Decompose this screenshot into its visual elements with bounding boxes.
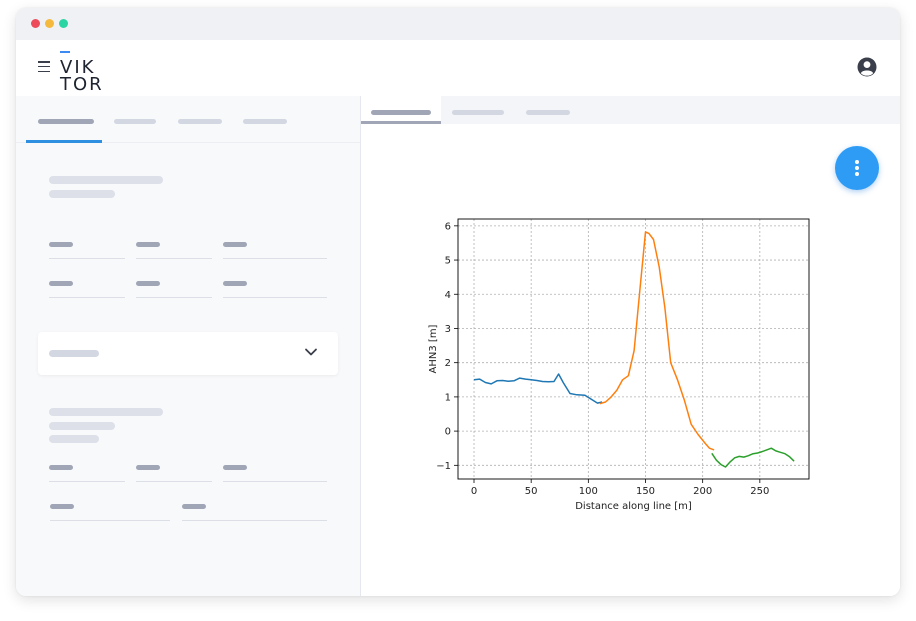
field-label-placeholder [223, 281, 247, 286]
collapsible-section[interactable] [38, 332, 338, 375]
tab-3-placeholder[interactable] [178, 119, 222, 124]
section-subtitle-placeholder [49, 190, 115, 198]
tab-1-placeholder[interactable] [38, 119, 94, 124]
app-window: VIK TOR [16, 8, 900, 596]
y-tick-label: −1 [436, 461, 451, 472]
more-actions-button[interactable] [835, 146, 879, 190]
field-input-placeholder[interactable] [223, 258, 327, 259]
y-tick-label: 0 [445, 427, 451, 438]
plot-area [458, 219, 809, 479]
field-input-placeholder[interactable] [50, 520, 170, 521]
view-active-tab-indicator [361, 121, 441, 124]
y-tick-label: 4 [445, 290, 451, 301]
view-tab-3-placeholder[interactable] [526, 110, 570, 115]
y-tick-label: 3 [445, 324, 451, 335]
field-input-placeholder[interactable] [49, 297, 125, 298]
field-input-placeholder[interactable] [223, 297, 327, 298]
section-subtitle-placeholder [49, 435, 99, 443]
y-tick-label: 2 [445, 358, 451, 369]
app-header: VIK TOR [16, 40, 900, 97]
logo-accent [60, 51, 70, 53]
logo-text-bottom: TOR [60, 74, 104, 95]
tab-2-placeholder[interactable] [114, 119, 156, 124]
field-label-placeholder [223, 242, 247, 247]
section-title-placeholder [49, 408, 163, 416]
series-line [599, 231, 715, 451]
field-label-placeholder [49, 242, 73, 247]
plot-frame [457, 218, 810, 480]
field-label-placeholder [223, 465, 247, 470]
tab-separator [16, 142, 360, 143]
view-tab-2-placeholder[interactable] [452, 110, 504, 115]
field-input-placeholder[interactable] [182, 520, 327, 521]
field-label-placeholder [136, 465, 160, 470]
field-input-placeholder[interactable] [136, 297, 212, 298]
minimize-dot[interactable] [45, 19, 54, 28]
view-tabbar [361, 96, 900, 124]
field-label-placeholder [50, 504, 74, 509]
close-dot[interactable] [31, 19, 40, 28]
field-label-placeholder [136, 242, 160, 247]
x-tick-label: 50 [525, 486, 538, 497]
field-input-placeholder[interactable] [223, 481, 327, 482]
field-label-placeholder [49, 281, 73, 286]
collapsible-title-placeholder [49, 350, 99, 357]
x-axis-label: Distance along line [m] [575, 501, 692, 512]
field-label-placeholder [49, 465, 73, 470]
x-tick-label: 100 [579, 486, 598, 497]
user-circle-icon[interactable] [857, 57, 877, 77]
y-tick-label: 1 [445, 392, 451, 403]
y-axis-label: AHN3 [m] [428, 324, 439, 373]
active-tab-indicator [26, 140, 102, 143]
series-line [711, 447, 795, 468]
x-tick-label: 0 [471, 486, 477, 497]
field-label-placeholder [182, 504, 206, 509]
series-line [473, 373, 603, 404]
window-titlebar [16, 8, 900, 40]
section-subtitle-placeholder [49, 422, 115, 430]
logo-text-top: VIK [60, 57, 96, 78]
field-input-placeholder[interactable] [49, 258, 125, 259]
chevron-down-icon[interactable] [304, 347, 318, 357]
field-input-placeholder[interactable] [49, 481, 125, 482]
editor-panel [16, 96, 361, 596]
x-tick-label: 200 [693, 486, 712, 497]
section-title-placeholder [49, 176, 163, 184]
x-tick-label: 250 [750, 486, 769, 497]
field-input-placeholder[interactable] [136, 481, 212, 482]
y-tick-label: 5 [445, 256, 451, 267]
elevation-profile-chart: 0 50 100 150 200 250 −1 0 1 2 3 4 5 6 Distance along l… [428, 218, 810, 512]
field-label-placeholder [136, 281, 160, 286]
y-tick-label: 6 [445, 221, 451, 232]
tab-4-placeholder[interactable] [243, 119, 287, 124]
field-input-placeholder[interactable] [136, 258, 212, 259]
view-tab-1-placeholder[interactable] [371, 110, 431, 115]
hamburger-menu-icon[interactable] [38, 61, 50, 73]
x-tick-label: 150 [636, 486, 655, 497]
maximize-dot[interactable] [59, 19, 68, 28]
